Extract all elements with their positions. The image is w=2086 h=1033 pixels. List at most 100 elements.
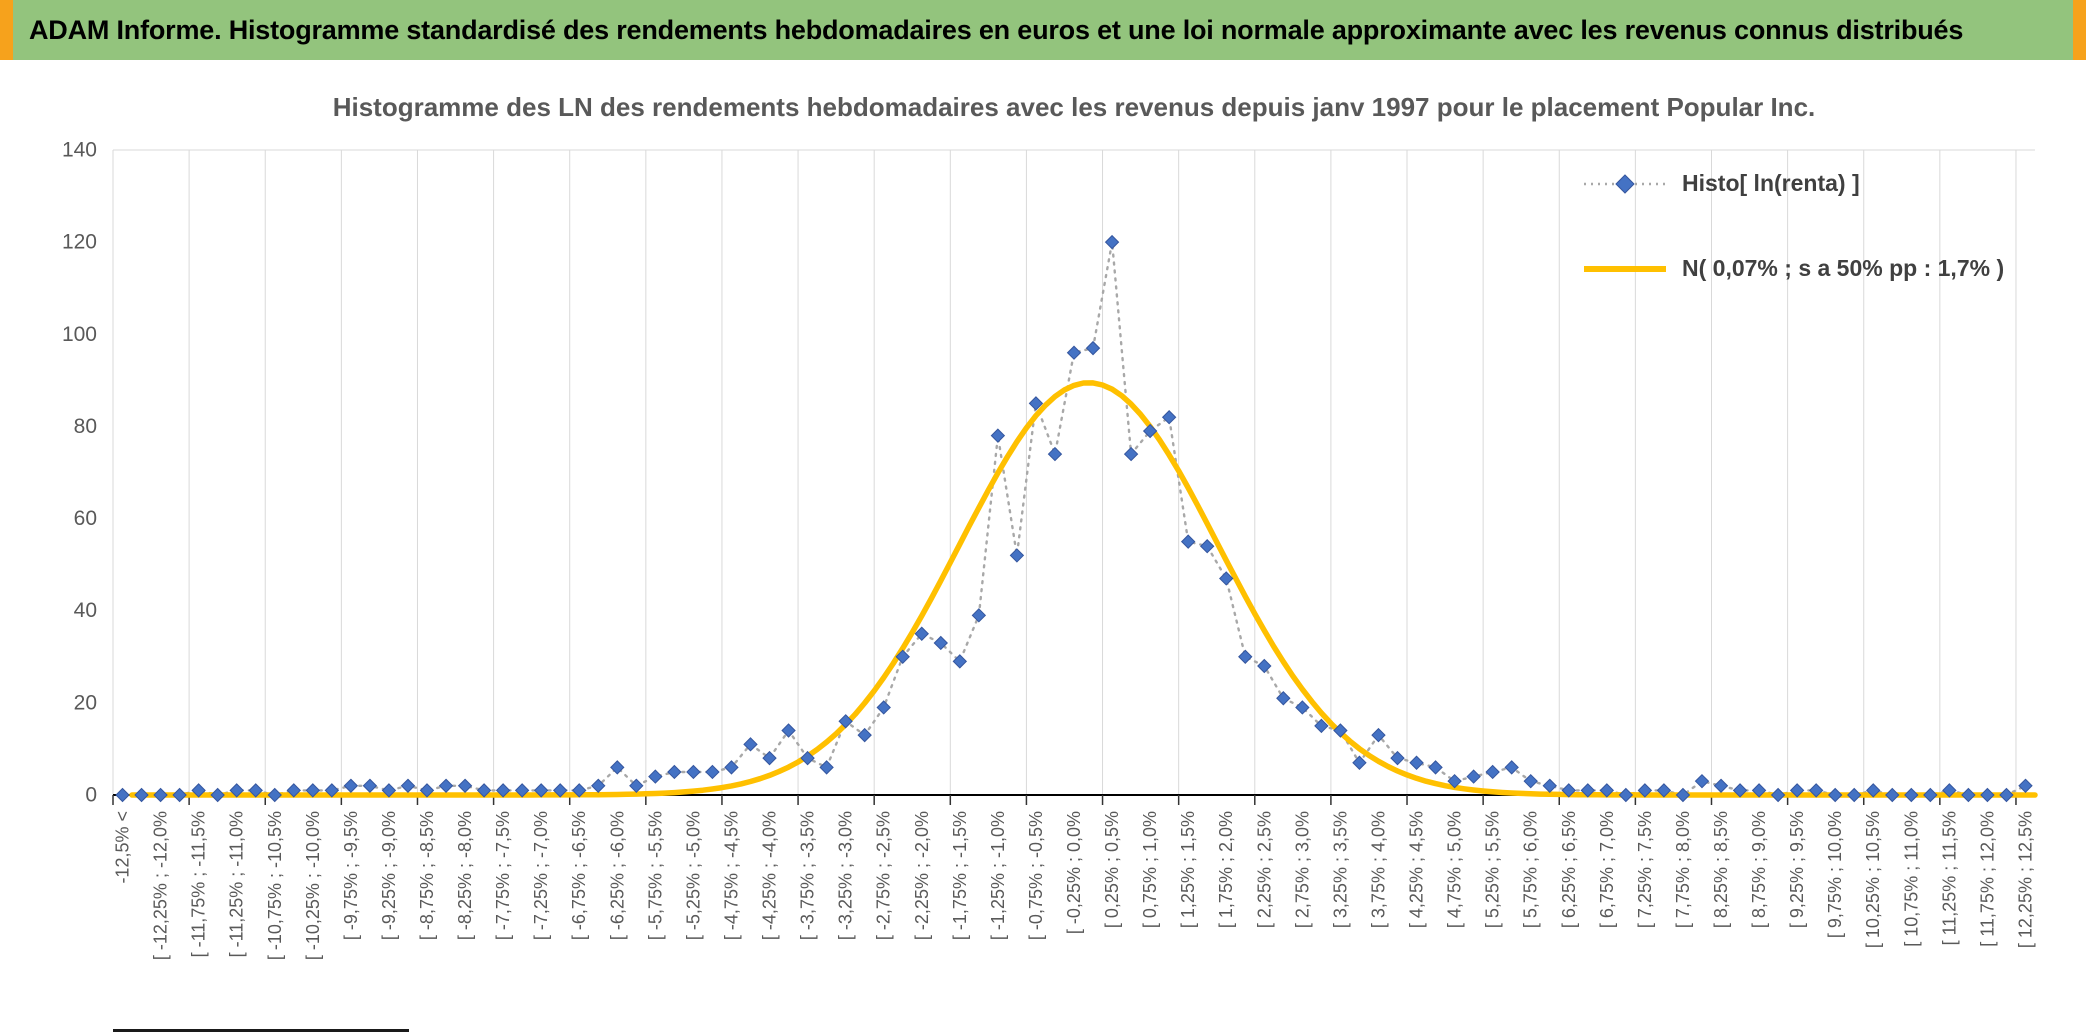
histogram-data-point[interactable] [343,778,359,793]
histogram-data-point[interactable] [743,737,758,752]
histogram-data-point[interactable] [1257,658,1272,674]
histogram-data-point[interactable] [1885,787,1900,803]
histogram-data-point[interactable] [1352,755,1367,770]
histogram-data-point[interactable] [971,608,987,623]
histogram-data-point[interactable] [1866,783,1881,798]
histogram-data-point[interactable] [1219,571,1234,586]
histogram-data-point[interactable] [667,764,682,780]
histogram-data-point[interactable] [134,787,149,803]
histogram-data-point[interactable] [1200,539,1215,554]
histogram-data-point[interactable] [1371,727,1386,743]
histogram-data-point[interactable] [324,783,340,798]
histogram-data-point[interactable] [1142,423,1158,439]
histogram-data-point[interactable] [1047,446,1063,462]
histogram-data-point[interactable] [781,723,796,738]
histogram-data-point[interactable] [229,783,244,798]
histogram-data-point[interactable] [362,778,378,793]
histogram-data-point[interactable] [1808,783,1824,798]
histogram-data-point[interactable] [1561,783,1576,798]
histogram-data-point[interactable] [1485,764,1500,780]
histogram-data-point[interactable] [1028,396,1044,411]
histogram-data-point[interactable] [591,778,606,793]
histogram-data-point[interactable] [686,764,701,780]
histogram-data-point[interactable] [1428,760,1443,775]
histogram-data-point[interactable] [1161,410,1177,425]
histogram-data-point[interactable] [495,783,511,798]
histogram-data-point[interactable] [1770,787,1786,803]
histogram-data-point[interactable] [1390,750,1405,766]
histogram-data-point[interactable] [572,783,587,798]
histogram-data-point[interactable] [1637,783,1653,798]
histogram-data-point[interactable] [1847,787,1862,803]
histogram-data-point[interactable] [1580,783,1596,798]
histogram-data-point[interactable] [724,760,739,775]
legend-item-histogram[interactable]: Histo[ ln(renta) ] [1582,170,2004,197]
histogram-data-point[interactable] [305,783,321,798]
histogram-data-point[interactable] [1542,778,1557,793]
histogram-data-point[interactable] [1180,534,1196,549]
histogram-data-point[interactable] [1904,787,1919,803]
histogram-data-point[interactable] [1504,760,1519,775]
histogram-data-point[interactable] [952,654,968,669]
histogram-data-point[interactable] [1333,723,1348,738]
histogram-data-point[interactable] [876,700,891,715]
histogram-data-point[interactable] [819,760,834,775]
histogram-data-point[interactable] [648,769,663,784]
histogram-data-point[interactable] [191,783,206,798]
histogram-data-point[interactable] [2018,778,2033,793]
histogram-data-point[interactable] [1599,783,1615,798]
histogram-data-point[interactable] [1009,548,1025,563]
histogram-data-point[interactable] [172,787,187,803]
histogram-data-point[interactable] [1523,773,1538,789]
histogram-data-point[interactable] [990,428,1006,443]
histogram-data-point[interactable] [1314,718,1329,734]
histogram-data-point[interactable] [1827,787,1843,803]
histogram-data-point[interactable] [1732,783,1748,798]
histogram-data-point[interactable] [1104,234,1120,250]
histogram-data-point[interactable] [210,787,225,803]
histogram-data-point[interactable] [457,778,473,793]
histogram-data-point[interactable] [800,750,815,766]
histogram-data-point[interactable] [1656,783,1672,798]
histogram-data-point[interactable] [1751,783,1767,798]
histogram-data-point[interactable] [381,783,397,798]
histogram-data-point[interactable] [438,778,454,793]
histogram-data-point[interactable] [629,778,644,793]
histogram-data-point[interactable] [476,783,492,798]
histogram-data-point[interactable] [1466,769,1481,784]
histogram-data-point[interactable] [1447,773,1462,789]
histogram-data-point[interactable] [705,764,720,780]
histogram-data-point[interactable] [115,787,130,803]
histogram-data-point[interactable] [1618,787,1634,803]
histogram-data-point[interactable] [1694,773,1710,789]
histogram-data-point[interactable] [1713,778,1729,793]
legend-item-normal[interactable]: N( 0,07% ; s a 50% pp : 1,7% ) [1582,255,2004,282]
histogram-data-point[interactable] [857,727,872,743]
histogram-data-point[interactable] [1085,340,1101,356]
histogram-data-point[interactable] [1295,700,1310,715]
histogram-data-point[interactable] [1066,345,1082,360]
histogram-data-point[interactable] [610,760,625,775]
histogram-data-point[interactable] [1675,787,1691,803]
histogram-data-point[interactable] [286,783,301,798]
histogram-data-point[interactable] [1999,787,2014,803]
histogram-data-point[interactable] [514,783,530,798]
histogram-data-point[interactable] [1276,691,1291,706]
histogram-data-point[interactable] [419,783,435,798]
histogram-data-point[interactable] [267,787,282,803]
histogram-data-point[interactable] [1123,446,1139,462]
histogram-data-point[interactable] [1961,787,1976,803]
histogram-data-point[interactable] [552,783,568,798]
histogram-data-point[interactable] [933,635,948,651]
histogram-data-point[interactable] [1980,787,1995,803]
histogram-data-point[interactable] [838,714,853,729]
histogram-data-point[interactable] [533,783,549,798]
histogram-data-point[interactable] [400,778,416,793]
histogram-data-point[interactable] [248,783,263,798]
histogram-data-point[interactable] [1238,649,1253,664]
histogram-data-point[interactable] [895,649,910,664]
histogram-data-point[interactable] [914,626,929,641]
histogram-data-point[interactable] [153,787,168,803]
histogram-data-point[interactable] [1409,755,1424,770]
